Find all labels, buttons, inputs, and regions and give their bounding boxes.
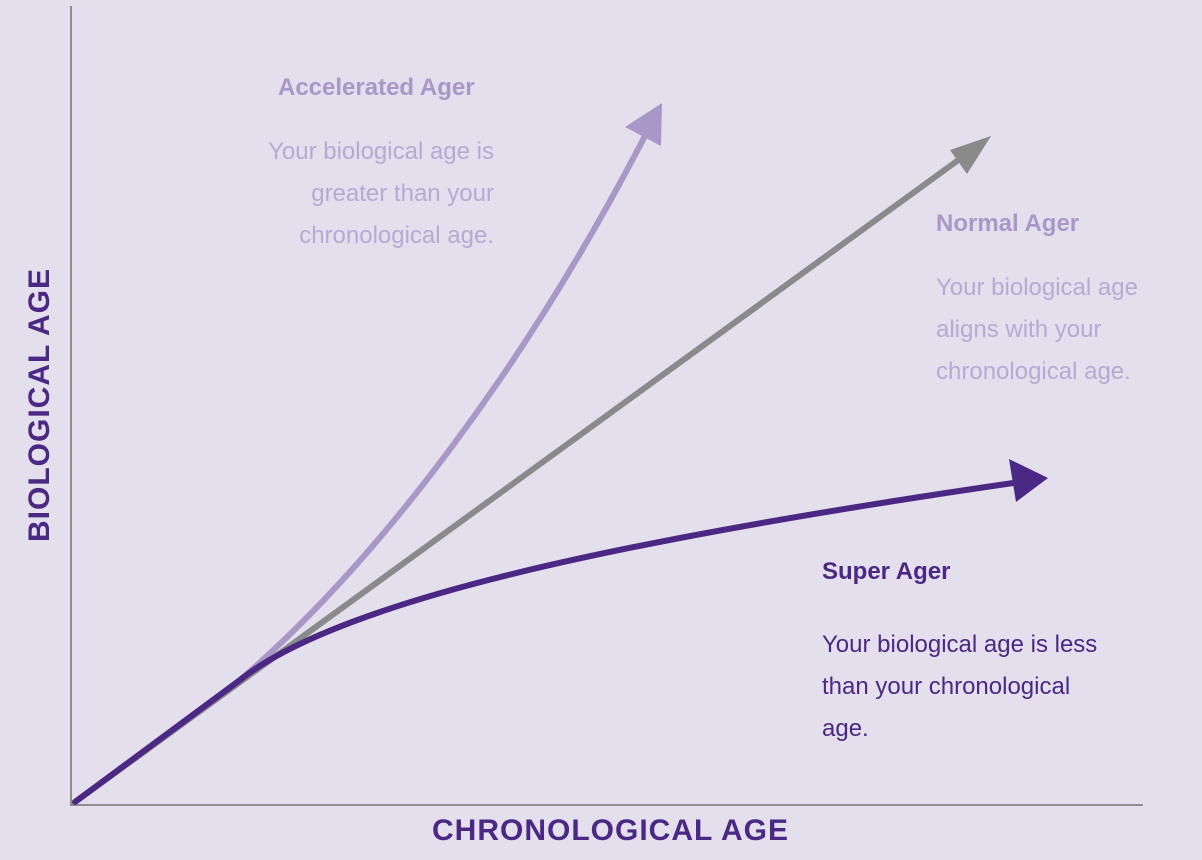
super-ager-description: Your biological age is less than your ch… <box>822 631 1098 742</box>
super-curve <box>72 459 1048 805</box>
axes <box>70 6 1143 806</box>
super-line <box>72 479 1023 805</box>
accelerated-arrowhead <box>625 103 662 146</box>
normal-arrowhead <box>950 136 991 174</box>
accelerated-curve <box>72 103 662 805</box>
accelerated-ager-description: Your biological age is greater than your… <box>268 138 494 249</box>
normal-ager-description: Your biological age aligns with your chr… <box>936 274 1138 385</box>
y-axis-label: BIOLOGICAL AGE <box>23 267 56 543</box>
accelerated-line <box>72 127 651 805</box>
normal-ager-title: Normal Ager <box>936 210 1080 237</box>
x-axis-label: CHRONOLOGICAL AGE <box>432 814 790 847</box>
super-arrowhead <box>1009 459 1048 502</box>
super-ager-title: Super Ager <box>822 558 951 585</box>
accelerated-ager-title: Accelerated Ager <box>278 74 475 101</box>
